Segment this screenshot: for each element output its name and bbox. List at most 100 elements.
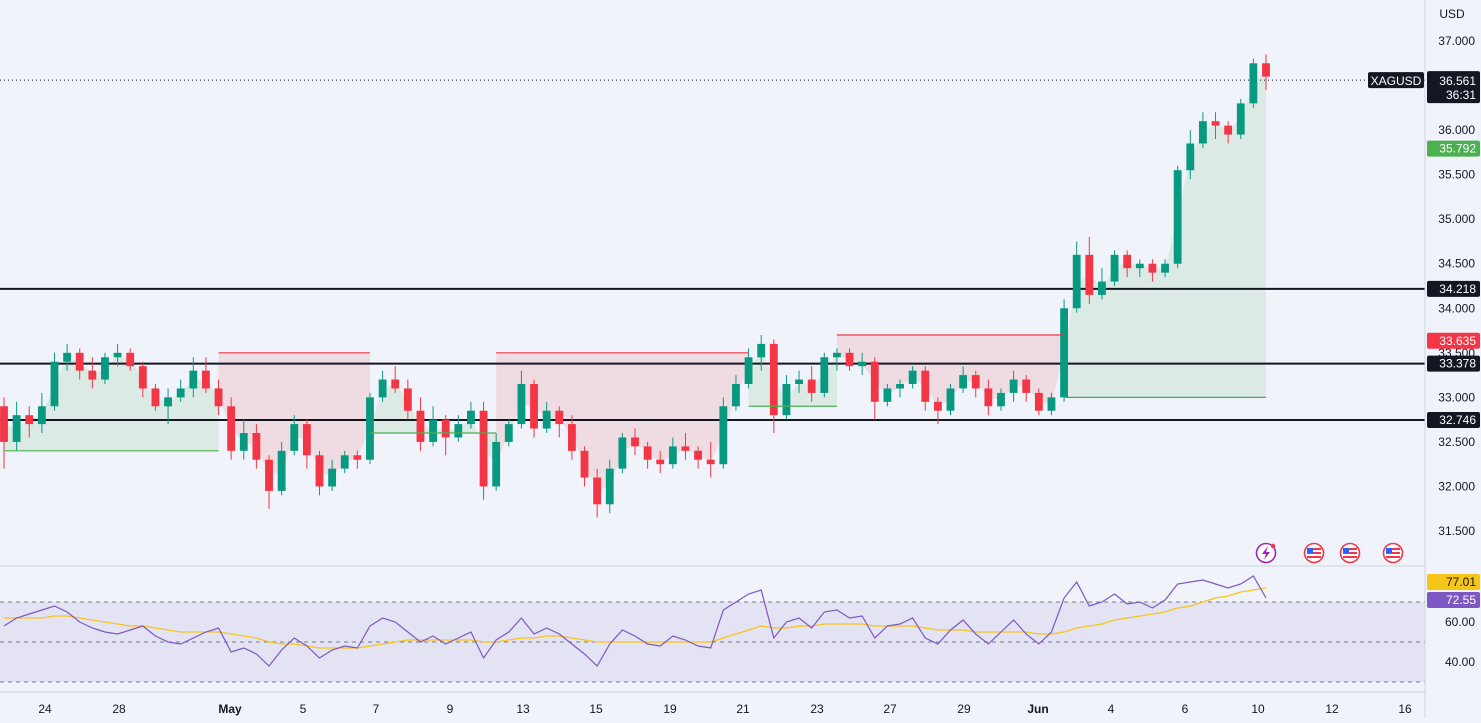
candle[interactable] [378, 370, 387, 402]
candle[interactable] [1060, 299, 1068, 402]
rsi-ma-line[interactable] [4, 587, 1267, 649]
candle[interactable] [479, 401, 488, 500]
candle[interactable] [870, 357, 879, 420]
candle[interactable] [593, 468, 602, 518]
candle[interactable] [403, 379, 412, 420]
candle[interactable] [1186, 130, 1195, 180]
candle[interactable] [795, 370, 803, 393]
candle[interactable] [555, 406, 564, 438]
candle[interactable] [227, 397, 236, 460]
candle[interactable] [12, 401, 21, 451]
candle[interactable] [416, 397, 425, 451]
candle[interactable] [883, 384, 892, 407]
candle[interactable] [151, 384, 160, 411]
candle[interactable] [542, 401, 551, 433]
candle[interactable] [1085, 237, 1094, 304]
candle[interactable] [858, 352, 867, 376]
candle[interactable] [454, 415, 463, 442]
candle[interactable] [631, 428, 639, 456]
candle[interactable] [605, 459, 614, 514]
candle[interactable] [164, 388, 172, 425]
candle[interactable] [567, 415, 576, 460]
candle[interactable] [504, 419, 513, 447]
candle[interactable] [138, 361, 147, 398]
candle[interactable] [517, 370, 526, 429]
candle[interactable] [1198, 112, 1207, 148]
candle[interactable] [252, 424, 261, 469]
candle[interactable] [1148, 259, 1157, 282]
candle[interactable] [429, 406, 437, 447]
candle[interactable] [971, 370, 980, 398]
candle[interactable] [1034, 388, 1043, 416]
candle[interactable] [0, 397, 8, 469]
us-flag-event-icon[interactable] [1303, 542, 1325, 564]
candle[interactable] [492, 433, 501, 491]
candle[interactable] [1047, 392, 1056, 416]
candle[interactable] [467, 401, 475, 429]
candle[interactable] [239, 419, 248, 460]
candle[interactable] [757, 335, 766, 371]
candle[interactable] [706, 441, 715, 478]
candle[interactable] [1123, 250, 1132, 278]
candle[interactable] [277, 441, 286, 496]
candle[interactable] [63, 343, 72, 371]
candle[interactable] [340, 450, 349, 474]
candle[interactable] [113, 343, 122, 367]
candle[interactable] [933, 397, 942, 425]
candle[interactable] [959, 366, 968, 393]
candle[interactable] [820, 352, 829, 398]
candle[interactable] [769, 339, 778, 433]
candle[interactable] [643, 441, 652, 469]
candle[interactable] [315, 450, 324, 496]
candle[interactable] [782, 375, 791, 420]
candle[interactable] [366, 392, 374, 465]
candle[interactable] [391, 366, 400, 393]
candle[interactable] [101, 352, 109, 384]
candle[interactable] [328, 459, 337, 491]
candle[interactable] [908, 366, 917, 389]
event-lightning-icon[interactable] [1255, 542, 1277, 564]
candle[interactable] [202, 357, 210, 393]
candle[interactable] [984, 379, 993, 416]
candle[interactable] [37, 392, 46, 433]
candle[interactable] [656, 450, 665, 474]
candle[interactable] [845, 348, 854, 371]
candle[interactable] [1236, 98, 1245, 139]
us-flag-event-icon[interactable] [1339, 542, 1361, 564]
us-flag-event-icon[interactable] [1382, 542, 1404, 564]
candle[interactable] [833, 348, 841, 371]
candle[interactable] [530, 379, 538, 438]
candle[interactable] [1173, 165, 1182, 269]
candle[interactable] [25, 406, 34, 438]
candle[interactable] [681, 433, 690, 460]
currency-label[interactable]: USD [1439, 7, 1465, 21]
candle[interactable] [126, 348, 135, 371]
candle[interactable] [214, 379, 223, 416]
candle[interactable] [694, 446, 703, 469]
candle[interactable] [732, 375, 740, 411]
candle[interactable] [946, 384, 955, 416]
candle[interactable] [921, 366, 930, 411]
candle[interactable] [1224, 121, 1233, 144]
candle[interactable] [1110, 250, 1119, 286]
candle[interactable] [1161, 259, 1169, 278]
candle[interactable] [896, 379, 904, 398]
candle[interactable] [302, 419, 311, 469]
candle[interactable] [176, 379, 185, 402]
candle[interactable] [1262, 54, 1270, 90]
candle[interactable] [618, 433, 627, 474]
candle[interactable] [353, 450, 362, 469]
rsi-line[interactable] [3, 575, 1267, 667]
candle[interactable] [1022, 375, 1031, 402]
candle[interactable] [807, 366, 816, 402]
candle[interactable] [744, 348, 753, 389]
candle[interactable] [1135, 259, 1144, 278]
candle[interactable] [997, 388, 1005, 411]
candle[interactable] [88, 357, 97, 389]
candle[interactable] [668, 437, 677, 469]
candle[interactable] [1009, 370, 1018, 402]
candle[interactable] [265, 455, 273, 509]
candle[interactable] [1211, 112, 1220, 139]
